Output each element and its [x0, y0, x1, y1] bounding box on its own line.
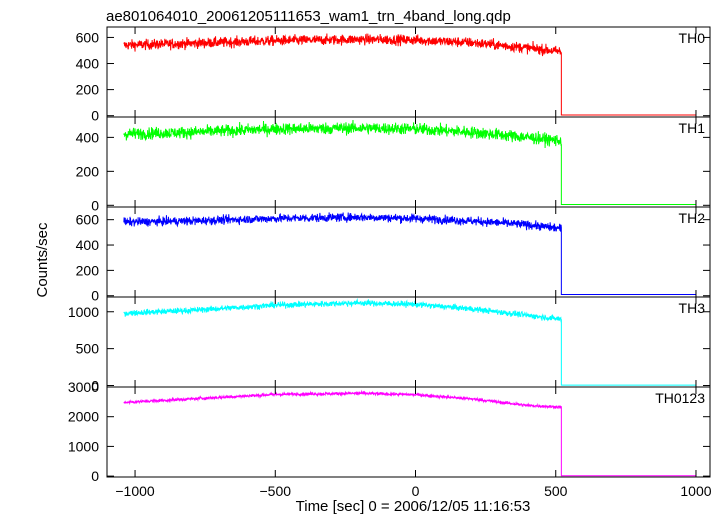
y-tick-label: 0: [91, 108, 99, 124]
series-label-th1: TH1: [679, 120, 706, 136]
series-line-th0123: [123, 389, 696, 477]
x-tick-label: 500: [544, 483, 568, 499]
y-tick-label: 0: [91, 378, 99, 394]
y-tick-label: 200: [76, 163, 100, 179]
series-line-th2: [123, 212, 696, 295]
y-tick-label: 400: [76, 56, 100, 72]
chart-title: ae801064010_20061205111653_wam1_trn_4ban…: [106, 8, 511, 25]
y-tick-label: 600: [76, 29, 100, 45]
y-tick-label: 0: [91, 468, 99, 484]
series-label-th0123: TH0123: [655, 390, 705, 406]
series-label-th0: TH0: [679, 30, 706, 46]
panel-th0: 0 200 400 600 TH0: [76, 26, 711, 124]
y-tick-label: 0: [91, 197, 99, 213]
x-tick-label: 0: [412, 483, 420, 499]
y-tick-label: 200: [76, 82, 100, 98]
series-label-th3: TH3: [679, 300, 706, 316]
y-tick-label: 200: [76, 262, 100, 278]
y-tick-label: 600: [76, 212, 100, 228]
y-tick-label: 400: [76, 237, 100, 253]
series-label-th2: TH2: [679, 210, 706, 226]
series-line-th3: [123, 297, 696, 386]
y-tick-label: 500: [76, 341, 100, 357]
series-line-th0: [123, 33, 696, 116]
x-tick-label: 1000: [680, 483, 711, 499]
x-axis-label: Time [sec] 0 = 2006/12/05 11:16:53: [296, 498, 531, 515]
panel-frame-th0123: [106, 386, 711, 478]
y-tick-label: 400: [76, 129, 100, 145]
x-tick-label: −500: [260, 483, 292, 499]
y-tick-label: 0: [91, 288, 99, 304]
panel-th3: 0 500 1000 TH3: [68, 296, 711, 394]
panels-group: 0 200 400 600 TH0 0 200 400 TH1 0 200 400 600 TH2 0 500…: [68, 26, 712, 499]
y-tick-label: 3000: [68, 379, 99, 395]
panel-th1: 0 200 400 TH1: [76, 116, 711, 213]
panel-th2: 0 200 400 600 TH2: [76, 206, 711, 304]
y-tick-label: 2000: [68, 409, 99, 425]
series-line-th1: [123, 120, 696, 205]
x-tick-label: −1000: [115, 483, 155, 499]
y-axis-label: Counts/sec: [34, 222, 51, 298]
y-tick-label: 1000: [68, 438, 99, 454]
panel-th0123: 0 1000 2000 3000 TH0123: [68, 379, 711, 484]
y-tick-label: 1000: [68, 304, 99, 320]
